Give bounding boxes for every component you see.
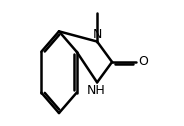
Text: NH: NH xyxy=(87,84,105,97)
Text: N: N xyxy=(92,27,102,41)
Text: O: O xyxy=(138,55,148,68)
